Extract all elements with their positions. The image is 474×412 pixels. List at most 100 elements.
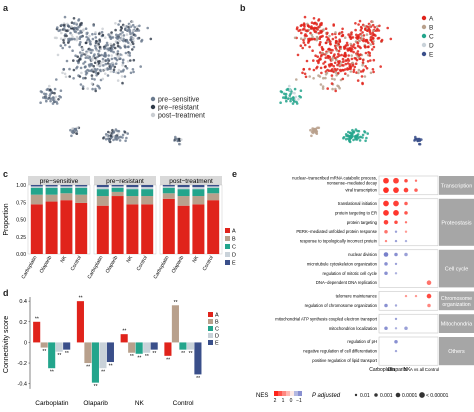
umap-point <box>128 54 132 57</box>
umap-point <box>368 54 372 57</box>
umap-point <box>337 49 341 53</box>
umap-point <box>338 63 342 67</box>
bar-segment-C <box>75 187 88 195</box>
umap-point <box>134 34 137 37</box>
umap-point <box>137 29 141 32</box>
umap-point <box>299 89 303 92</box>
umap-point <box>297 98 300 101</box>
term-label: microtubule cytoskeleton organization <box>307 261 378 266</box>
umap-point <box>114 22 117 25</box>
umap-point <box>100 30 104 34</box>
umap-point <box>120 34 123 37</box>
umap-point <box>68 75 71 78</box>
significance-label: ** <box>189 351 193 357</box>
umap-point <box>311 129 315 132</box>
bar-segment-B <box>30 194 43 205</box>
enrichment-dot <box>384 303 388 308</box>
umap-point <box>420 138 423 141</box>
umap-point <box>363 45 367 48</box>
umap-point <box>324 41 328 45</box>
legend-label-B: B <box>215 320 219 326</box>
umap-point <box>389 37 393 41</box>
umap-point <box>353 65 357 69</box>
legend-label-A: A <box>429 16 434 23</box>
umap-point <box>110 54 113 57</box>
umap-point <box>313 37 316 41</box>
umap-point <box>124 139 127 143</box>
umap-point <box>108 63 112 66</box>
umap-point <box>125 136 128 140</box>
umap-point <box>132 36 135 40</box>
panel-e-term-labels: nuclear−transcribed mRNA catabolic proce… <box>275 176 378 364</box>
umap-point <box>361 31 364 34</box>
umap-point <box>94 69 98 72</box>
umap-point <box>369 32 372 36</box>
umap-point <box>302 67 306 71</box>
umap-point <box>78 37 82 40</box>
umap-point <box>361 133 365 137</box>
nes-tick-label: 2 <box>274 398 277 404</box>
umap-point <box>308 38 312 42</box>
umap-point <box>114 62 118 65</box>
panel-e-group-strips: Transcription Proteostasis Cell cycle Chrom… <box>439 176 474 366</box>
umap-point <box>85 52 88 55</box>
bar-segment-C <box>60 187 73 194</box>
umap-point <box>356 44 360 48</box>
enrichment-dot <box>393 177 399 184</box>
enrichment-dot <box>383 187 389 193</box>
umap-point <box>341 57 345 61</box>
significance-label: ** <box>50 370 54 376</box>
umap-point <box>132 58 136 62</box>
significance-label: ** <box>137 355 141 361</box>
umap-point <box>314 30 317 33</box>
umap-point <box>77 25 80 29</box>
umap-point <box>332 64 335 68</box>
umap-point <box>84 76 87 80</box>
umap-point <box>46 97 50 100</box>
x-tick-label: Carboplatin <box>35 400 69 407</box>
umap-point <box>72 59 75 62</box>
umap-point <box>358 39 361 43</box>
umap-point <box>334 89 337 93</box>
p-size-dot <box>419 392 425 398</box>
umap-point <box>343 54 346 58</box>
umap-point <box>319 66 323 70</box>
umap-point <box>84 41 88 45</box>
umap-point <box>48 84 51 88</box>
term-label: nonsense−mediated decay <box>327 180 378 185</box>
umap-point <box>103 54 106 58</box>
group-strip <box>439 198 474 246</box>
umap-point <box>118 139 122 142</box>
umap-point <box>106 43 109 47</box>
umap-point <box>301 46 304 50</box>
umap-point <box>310 21 314 25</box>
umap-point <box>371 68 375 71</box>
umap-point <box>88 34 91 38</box>
term-label: regulation of pH <box>347 339 377 344</box>
legend-marker-0 <box>150 96 156 102</box>
enrichment-dot <box>404 201 408 206</box>
enrichment-dot <box>404 294 408 298</box>
umap-point <box>126 60 130 63</box>
umap-point <box>330 82 334 85</box>
umap-point <box>314 54 317 57</box>
umap-point <box>373 26 377 29</box>
umap-point <box>365 33 369 36</box>
umap-point <box>110 31 113 34</box>
umap-point <box>45 99 48 103</box>
term-label: regulation of chromosome organization <box>305 303 378 308</box>
enrichment-dot <box>383 177 389 184</box>
umap-point <box>59 89 63 92</box>
umap-point <box>84 56 88 59</box>
group-label: Cell cycle <box>445 267 469 273</box>
legend-label-A: A <box>215 313 219 319</box>
term-label: response to topologically incorrect prot… <box>300 239 378 244</box>
umap-point <box>305 59 309 63</box>
umap-point <box>288 88 292 92</box>
umap-point <box>60 23 64 27</box>
umap-point <box>361 58 365 62</box>
umap-point <box>88 55 92 59</box>
facet-strip <box>94 176 156 185</box>
umap-point <box>306 24 310 27</box>
